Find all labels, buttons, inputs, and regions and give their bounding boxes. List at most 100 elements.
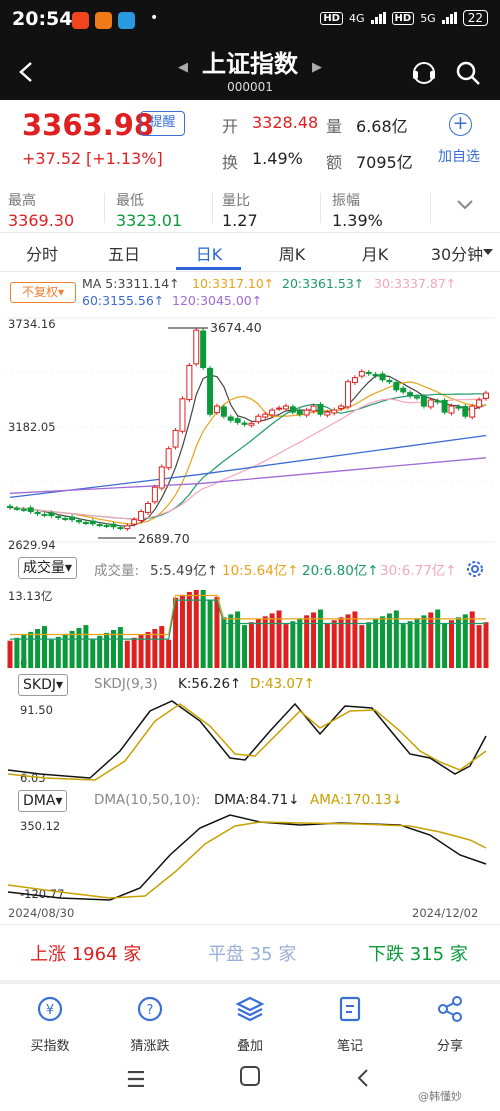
skdj-k-line <box>7 700 487 779</box>
ma120-legend: 120:3045.00↑ <box>172 293 263 308</box>
dma-indicator-select[interactable]: DMA▾ <box>18 790 68 812</box>
tab-30min[interactable]: 30分钟 <box>430 245 484 264</box>
app-icon <box>118 12 135 29</box>
volume-bar <box>83 625 89 668</box>
skdj-y-top: 91.50 <box>20 703 53 717</box>
volume-ma10: 10:5.64亿↑ <box>222 563 299 579</box>
candle <box>75 519 82 523</box>
volume-bar <box>221 617 227 668</box>
volume-indicator-select[interactable]: 成交量▾ <box>18 557 78 579</box>
candle <box>151 486 158 503</box>
volume-ma20-line <box>10 599 486 640</box>
candle <box>131 519 138 525</box>
home-icon[interactable] <box>240 1066 260 1086</box>
settings-gear-icon[interactable] <box>464 558 486 580</box>
candle <box>331 409 338 414</box>
volume-bar <box>359 625 365 668</box>
tab-fenshi[interactable]: 分时 <box>25 245 58 264</box>
skdj-indicator-select[interactable]: SKDJ▾ <box>18 674 69 696</box>
stat-low-value: 3323.01 <box>116 211 183 230</box>
stat-amplitude-label: 振幅 <box>332 193 360 209</box>
ma120-line <box>9 457 487 494</box>
search-icon[interactable] <box>454 59 482 87</box>
remind-button[interactable]: 提醒 <box>140 111 185 136</box>
volume-value: 6.68亿 <box>356 117 408 136</box>
divider <box>320 193 321 223</box>
date-end: 2024/12/02 <box>412 906 479 920</box>
customer-service-icon[interactable] <box>410 59 438 87</box>
amount-value: 7095亿 <box>356 153 413 172</box>
volume-bar <box>373 619 379 668</box>
signal-icon <box>370 12 386 24</box>
volume-bar <box>145 631 151 668</box>
tab-wuri[interactable]: 五日 <box>107 245 140 264</box>
divider <box>0 271 500 272</box>
candle <box>165 448 172 469</box>
candle <box>269 409 276 416</box>
skdj-chart[interactable] <box>0 696 500 788</box>
ma20-legend: 20:3361.53↑ <box>282 276 365 291</box>
chevron-down-icon[interactable] <box>455 198 475 212</box>
candle <box>393 382 400 391</box>
add-favorite-icon[interactable]: + <box>449 113 472 136</box>
candle <box>34 511 41 515</box>
candle <box>365 371 372 375</box>
divider <box>430 193 431 223</box>
candle <box>345 381 352 408</box>
dma-value: DMA:84.71↓ <box>214 792 300 808</box>
next-stock-icon[interactable]: ▶ <box>312 60 322 75</box>
guess-icon: ? <box>137 996 163 1022</box>
candle <box>469 405 476 418</box>
volume-bar <box>173 597 179 668</box>
add-favorite-button[interactable]: 加自选 <box>438 149 480 165</box>
volume-chart[interactable] <box>0 580 500 672</box>
stat-amplitude-value: 1.39% <box>332 211 383 230</box>
volume-bar <box>55 636 61 668</box>
volume-bar <box>159 626 165 668</box>
stat-volratio-label: 量比 <box>222 193 250 209</box>
candle <box>462 405 469 417</box>
ma10-legend: 10:3317.10↑ <box>192 276 275 291</box>
candle <box>255 415 262 423</box>
tab-rik[interactable]: 日K <box>195 245 223 264</box>
candle <box>234 418 241 423</box>
candle <box>103 525 110 528</box>
date-start: 2024/08/30 <box>8 906 75 920</box>
signal-icon <box>441 12 457 24</box>
high-marker: 3674.40 <box>210 320 262 335</box>
candle <box>138 511 145 521</box>
tab-zhouk[interactable]: 周K <box>278 245 306 264</box>
back-arrow-icon[interactable] <box>16 60 36 84</box>
skdj-d: D:43.07↑ <box>250 676 315 692</box>
volume-bar <box>331 620 337 668</box>
dma-chart[interactable] <box>0 810 500 905</box>
nav-buy-index[interactable]: ¥ 买指数 <box>10 993 90 1054</box>
nav-share[interactable]: 分享 <box>410 993 490 1054</box>
kline-chart[interactable] <box>0 310 500 555</box>
nav-notes[interactable]: 笔记 <box>310 993 390 1054</box>
prev-stock-icon[interactable]: ◀ <box>178 60 188 75</box>
candle <box>220 406 227 417</box>
network-4g: 4G <box>348 11 365 25</box>
back-nav-icon[interactable] <box>355 1068 371 1088</box>
volume-bar <box>97 635 103 668</box>
volume-bar <box>345 614 351 668</box>
volume-bar <box>407 621 413 668</box>
menu-icon[interactable]: ☰ <box>126 1068 146 1093</box>
volume-bar <box>248 622 254 668</box>
adjust-select[interactable]: 不复权▾ <box>10 282 76 303</box>
volume-bar <box>200 590 206 668</box>
volume-bar <box>317 609 323 668</box>
candle <box>386 380 393 383</box>
tab-yuek[interactable]: 月K <box>361 245 389 264</box>
caret-down-icon[interactable] <box>482 247 494 257</box>
candle <box>41 513 48 516</box>
ma5-legend: MA 5:3311.14↑ <box>82 276 180 291</box>
nav-guess[interactable]: ? 猜涨跌 <box>110 993 190 1054</box>
volume-bar <box>179 594 185 668</box>
nav-overlay[interactable]: 叠加 <box>210 993 290 1054</box>
candle <box>420 395 427 407</box>
volume-bar <box>304 615 310 668</box>
network-5g: 5G <box>420 11 436 25</box>
ma60-legend: 60:3155.56↑ <box>82 293 165 308</box>
